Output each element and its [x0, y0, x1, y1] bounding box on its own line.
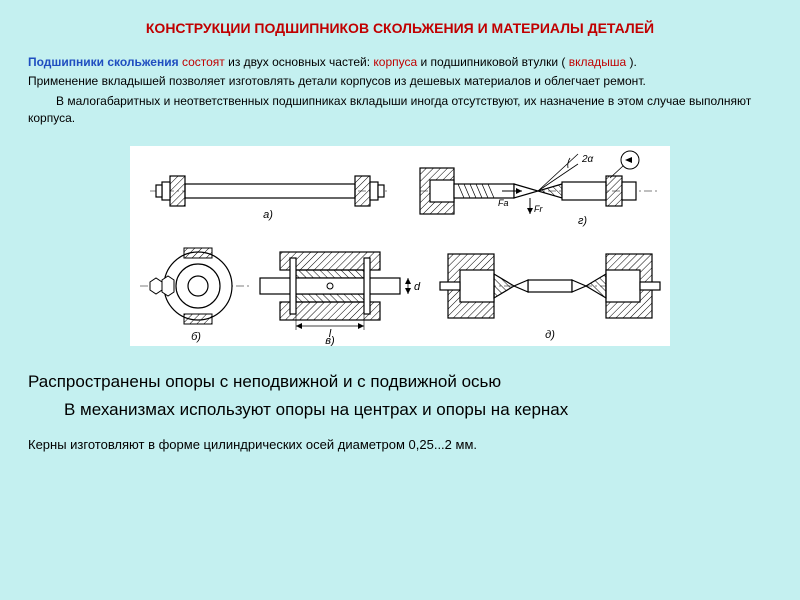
intro-paragraph: Подшипники скольжения состоят из двух ос…: [28, 54, 772, 71]
panel-v: l d в): [260, 252, 421, 346]
intro-text-1: из двух основных частей:: [228, 55, 373, 69]
large-line-2: В механизмах используют опоры на центрах…: [28, 398, 772, 423]
panel-a: а): [150, 176, 390, 221]
term-body: корпуса: [373, 55, 417, 69]
label-g: г): [578, 215, 587, 227]
paragraph-2: Применение вкладышей позволяет изготовля…: [28, 73, 772, 90]
large-line-1: Распространены опоры с неподвижной и с п…: [28, 370, 772, 395]
label-b: б): [191, 331, 201, 343]
dim-fa: Fa: [498, 198, 509, 208]
intro-text-3: ).: [629, 55, 636, 69]
term-consist: состоят: [182, 55, 225, 69]
large-text-block: Распространены опоры с неподвижной и с п…: [28, 370, 772, 423]
panel-g: 2α Fa Fr г): [420, 151, 660, 227]
dim-d: d: [414, 281, 421, 293]
page-title: КОНСТРУКЦИИ ПОДШИПНИКОВ СКОЛЬЖЕНИЯ И МАТ…: [28, 20, 772, 36]
panel-b: б): [140, 248, 250, 343]
bearings-diagram: а) 2α: [130, 146, 670, 346]
label-d: д): [545, 329, 555, 341]
dim-angle: 2α: [581, 154, 594, 165]
footer-text: Керны изготовляют в форме цилиндрических…: [28, 437, 772, 452]
label-v: в): [325, 335, 335, 346]
term-bearings: Подшипники скольжения: [28, 55, 179, 69]
dim-fr: Fr: [534, 204, 543, 214]
term-liner: вкладыша: [569, 55, 626, 69]
paragraph-3: В малогабаритных и неответственных подши…: [28, 93, 772, 128]
panel-d: д): [440, 254, 660, 341]
label-a: а): [263, 209, 273, 221]
intro-text-2: и подшипниковой втулки (: [421, 55, 566, 69]
